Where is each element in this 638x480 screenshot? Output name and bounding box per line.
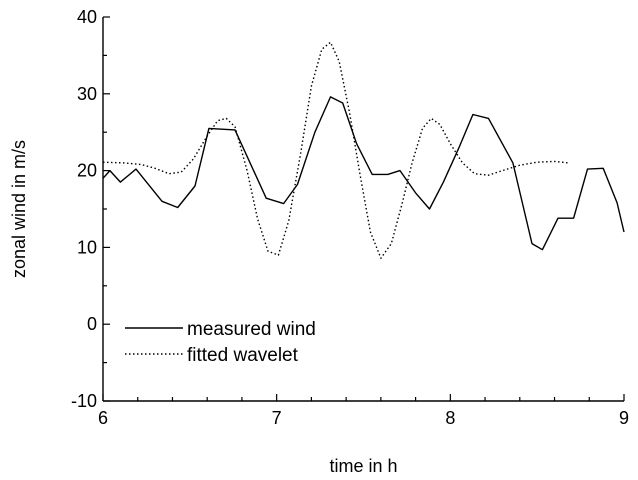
x-tick-label: 9 — [619, 408, 629, 428]
legend: measured wind fitted wavelet — [125, 319, 316, 366]
series-measured-wind-line — [102, 96, 625, 251]
series-fitted-wavelet-line — [102, 41, 569, 259]
x-tick-label: 6 — [98, 408, 108, 428]
y-tick-label: 40 — [77, 7, 97, 27]
y-tick-label: 30 — [77, 84, 97, 104]
x-axis-title: time in h — [329, 456, 397, 476]
axes: -10 0 10 20 30 40 6 7 8 9 — [71, 7, 629, 428]
series-layer — [102, 41, 625, 259]
legend-label-measured-wind: measured wind — [187, 319, 316, 340]
y-tick-label: -10 — [71, 391, 97, 411]
y-axis-title: zonal wind in m/s — [9, 140, 29, 278]
legend-label-fitted-wavelet: fitted wavelet — [187, 345, 299, 366]
x-tick-label: 7 — [272, 408, 282, 428]
y-tick-label: 0 — [87, 314, 97, 334]
y-tick-label: 20 — [77, 161, 97, 181]
y-tick-label: 10 — [77, 237, 97, 257]
x-tick-label: 8 — [445, 408, 455, 428]
